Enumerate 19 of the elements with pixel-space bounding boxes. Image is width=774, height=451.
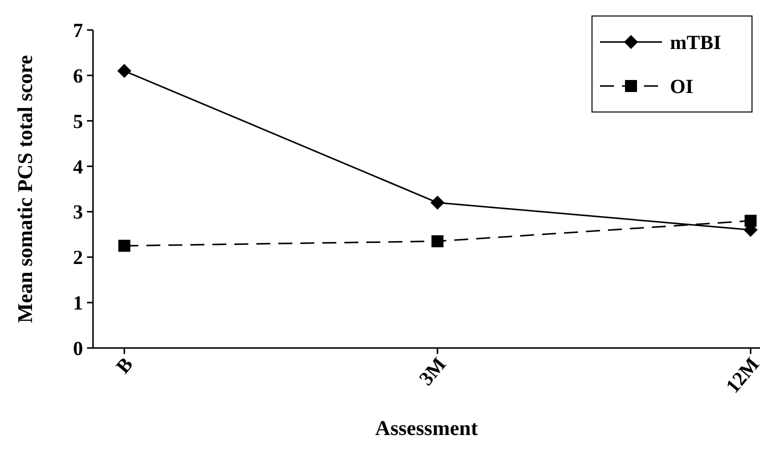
point bbox=[117, 64, 132, 78]
legend-label: mTBI bbox=[670, 32, 722, 54]
x-tick-label: B bbox=[112, 354, 138, 378]
y-tick-label: 4 bbox=[73, 156, 83, 178]
x-tick-label: 3M bbox=[415, 353, 451, 390]
y-tick-label: 7 bbox=[73, 20, 83, 42]
legend-label: OI bbox=[670, 76, 694, 98]
point bbox=[431, 235, 444, 248]
y-tick-label: 6 bbox=[73, 65, 83, 88]
point bbox=[118, 240, 130, 252]
y-tick-label: 5 bbox=[73, 110, 83, 133]
y-tick-label: 3 bbox=[73, 202, 83, 224]
y-tick-label: 0 bbox=[73, 338, 83, 360]
point bbox=[430, 196, 444, 210]
x-axis-title: Assessment bbox=[375, 416, 478, 440]
point bbox=[744, 214, 757, 227]
y-tick-label: 2 bbox=[73, 247, 83, 270]
y-axis-title: Mean somatic PCS total score bbox=[13, 55, 37, 323]
y-tick-label: 1 bbox=[73, 292, 83, 315]
